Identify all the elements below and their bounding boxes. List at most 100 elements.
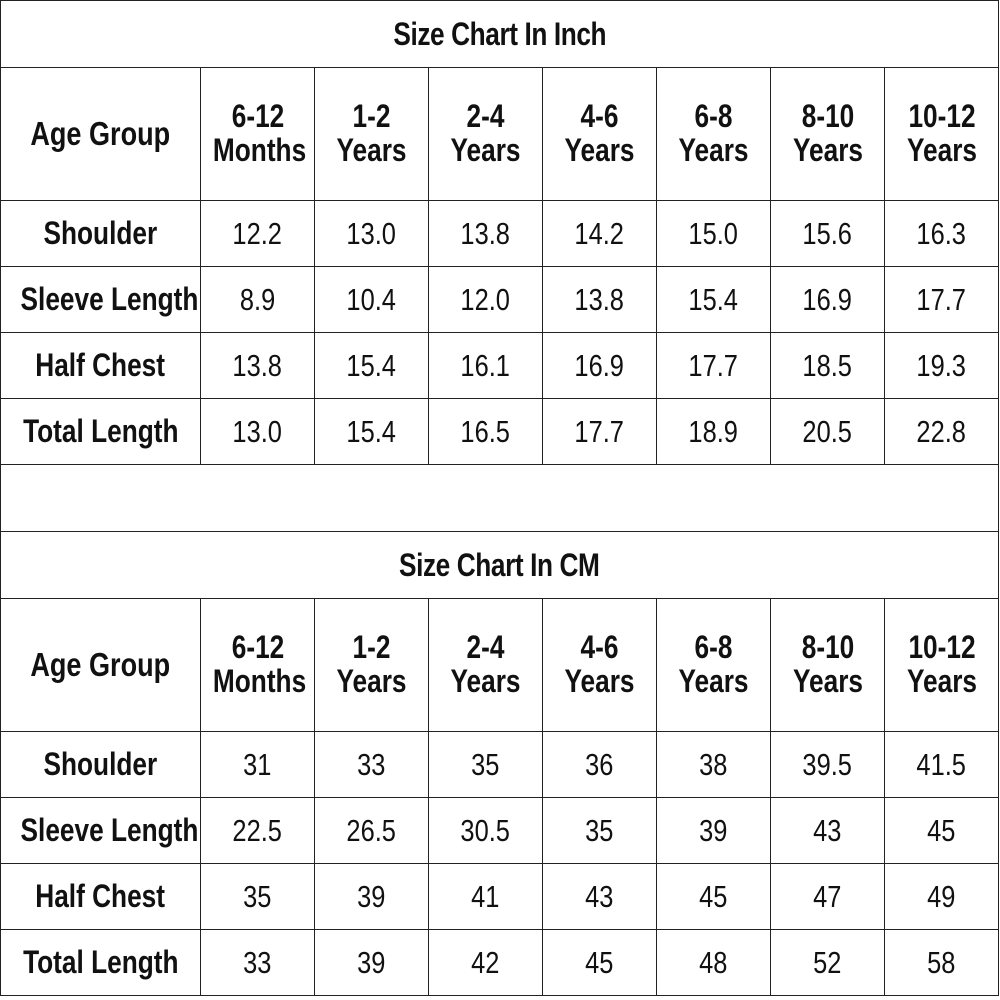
table-cell: 14.2 — [542, 200, 657, 267]
column-header: 6-12 Months — [200, 598, 315, 732]
cell-value: 42 — [471, 944, 500, 980]
table-cell: 42 — [428, 929, 543, 996]
table-row: Shoulder 12.2 13.0 13.8 14.2 15.0 15.6 1… — [0, 200, 1000, 267]
table-row: Shoulder 31 33 35 36 38 39.5 41.5 — [0, 731, 1000, 798]
cell-value: 41.5 — [916, 746, 967, 782]
table-cell: 15.6 — [770, 200, 885, 267]
cell-value: 33 — [357, 746, 386, 782]
cell-value: 18.9 — [688, 413, 739, 449]
table-cell: 17.7 — [542, 398, 657, 465]
table-cell: 22.5 — [200, 797, 315, 864]
column-header: 2-4 Years — [428, 67, 543, 201]
table-cell: 45 — [656, 863, 771, 930]
table-cell: 48 — [656, 929, 771, 996]
table-cell: 39 — [314, 863, 429, 930]
cell-value: 15.0 — [688, 215, 739, 251]
table-cell: 19.3 — [883, 332, 1000, 399]
row-label-text: Sleeve Length — [20, 281, 199, 317]
cell-value: 13.0 — [346, 215, 397, 251]
cell-value: 12.0 — [460, 281, 511, 317]
cell-value: 49 — [927, 878, 956, 914]
table-cell: 39 — [314, 929, 429, 996]
row-label: Half Chest — [0, 332, 201, 399]
table-row: Half Chest 35 39 41 43 45 47 49 — [0, 863, 1000, 930]
column-header-text: 2-4 Years — [450, 629, 521, 699]
cell-value: 48 — [699, 944, 728, 980]
column-header: 4-6 Years — [542, 67, 657, 201]
cell-value: 36 — [585, 746, 614, 782]
cell-value: 52 — [813, 944, 842, 980]
table-cell: 35 — [428, 731, 543, 798]
table-cell: 10.4 — [314, 266, 429, 333]
column-header: 6-8 Years — [656, 598, 771, 732]
cell-value: 58 — [927, 944, 956, 980]
cell-value: 19.3 — [916, 347, 967, 383]
table-cell: 13.8 — [200, 332, 315, 399]
row-label-text: Total Length — [22, 413, 179, 449]
cell-value: 22.5 — [232, 812, 283, 848]
column-header-text: 4-6 Years — [564, 629, 635, 699]
size-chart-cm-table: Size Chart In CM Age Group 6-12 Months 1… — [0, 531, 1000, 996]
cell-value: 15.4 — [688, 281, 739, 317]
column-header: 10-12 Years — [883, 67, 1000, 201]
cell-value: 39 — [357, 878, 386, 914]
table-cell: 43 — [542, 863, 657, 930]
cell-value: 31 — [243, 746, 272, 782]
table-cell: 16.5 — [428, 398, 543, 465]
cell-value: 43 — [813, 812, 842, 848]
table-cell: 20.5 — [770, 398, 885, 465]
table-cell: 12.2 — [200, 200, 315, 267]
table-cell: 43 — [770, 797, 885, 864]
column-header: 2-4 Years — [428, 598, 543, 732]
column-header-text: 8-10 Years — [792, 98, 863, 168]
table-title: Size Chart In CM — [0, 531, 1000, 599]
header-row: Age Group 6-12 Months 1-2 Years 2-4 Year… — [0, 598, 1000, 732]
table-cell: 22.8 — [883, 398, 1000, 465]
cell-value: 16.9 — [802, 281, 853, 317]
header-row: Age Group 6-12 Months 1-2 Years 2-4 Year… — [0, 67, 1000, 201]
cell-value: 20.5 — [802, 413, 853, 449]
table-cell: 58 — [883, 929, 1000, 996]
table-cell: 18.5 — [770, 332, 885, 399]
column-header-text: 6-12 Months — [212, 629, 306, 699]
column-header: 1-2 Years — [314, 598, 429, 732]
row-label: Shoulder — [0, 731, 201, 798]
row-label: Sleeve Length — [0, 797, 201, 864]
cell-value: 39 — [699, 812, 728, 848]
table-cell: 39.5 — [770, 731, 885, 798]
row-label-text: Shoulder — [43, 746, 158, 782]
table-cell: 15.4 — [314, 398, 429, 465]
table-cell: 31 — [200, 731, 315, 798]
table-cell: 13.0 — [200, 398, 315, 465]
column-header-text: 4-6 Years — [564, 98, 635, 168]
row-label-text: Sleeve Length — [20, 812, 199, 848]
table-cell: 18.9 — [656, 398, 771, 465]
table-row: Total Length 13.0 15.4 16.5 17.7 18.9 20… — [0, 398, 1000, 465]
cell-value: 41 — [471, 878, 500, 914]
column-header: 6-12 Months — [200, 67, 315, 201]
table-row: Total Length 33 39 42 45 48 52 58 — [0, 929, 1000, 996]
column-header-text: 6-8 Years — [678, 98, 749, 168]
table-cell: 35 — [200, 863, 315, 930]
table-cell: 41 — [428, 863, 543, 930]
table-cell: 12.0 — [428, 266, 543, 333]
cell-value: 16.9 — [574, 347, 625, 383]
cell-value: 18.5 — [802, 347, 853, 383]
column-header: 8-10 Years — [770, 67, 885, 201]
cell-value: 38 — [699, 746, 728, 782]
cell-value: 13.0 — [232, 413, 283, 449]
cell-value: 10.4 — [346, 281, 397, 317]
table-cell: 17.7 — [656, 332, 771, 399]
age-group-header: Age Group — [0, 598, 201, 732]
row-label: Half Chest — [0, 863, 201, 930]
cell-value: 12.2 — [232, 215, 283, 251]
row-label: Total Length — [0, 398, 201, 465]
table-cell: 36 — [542, 731, 657, 798]
column-header-text: 8-10 Years — [792, 629, 863, 699]
table-cell: 13.8 — [428, 200, 543, 267]
table-cell: 33 — [314, 731, 429, 798]
row-label: Shoulder — [0, 200, 201, 267]
cell-value: 17.7 — [574, 413, 625, 449]
table-cell: 52 — [770, 929, 885, 996]
